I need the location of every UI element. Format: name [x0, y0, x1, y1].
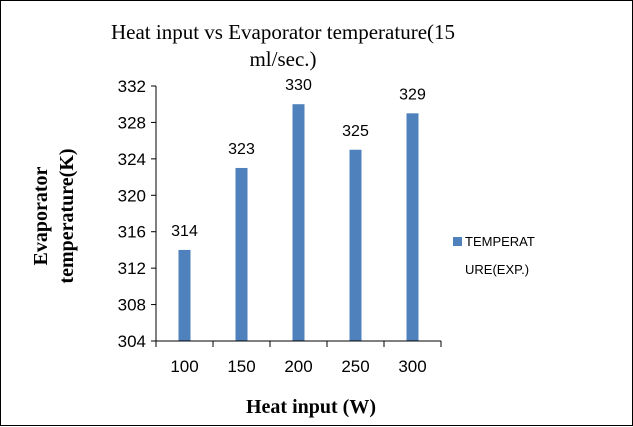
data-label: 323 [228, 141, 255, 158]
y-tick-label: 308 [118, 296, 146, 315]
bar [235, 167, 248, 341]
bar [406, 113, 419, 341]
x-axis-label: Heat input (W) [246, 396, 376, 418]
x-tick-label: 150 [227, 357, 255, 376]
bar [349, 149, 362, 341]
y-tick-label: 328 [118, 113, 146, 132]
data-label: 329 [399, 86, 426, 103]
y-tick-label: 332 [118, 77, 146, 96]
bar [292, 104, 305, 341]
y-tick-label: 324 [118, 150, 146, 169]
x-tick-label: 200 [284, 357, 312, 376]
y-axis-label-line-2: temperature(K) [56, 148, 78, 283]
x-tick-label: 300 [398, 357, 426, 376]
legend-swatch [453, 237, 462, 246]
bar [178, 249, 191, 341]
data-label: 314 [171, 223, 198, 240]
data-label: 325 [342, 123, 369, 140]
y-tick-label: 320 [118, 186, 146, 205]
chart-title-line-2: ml/sec.) [249, 47, 316, 71]
data-label: 330 [285, 77, 312, 94]
y-axis-label-line-1: Evaporator [30, 166, 52, 265]
legend-label-line-2: URE(EXP.) [465, 262, 529, 277]
y-tick-label: 304 [118, 332, 146, 351]
y-tick-label: 316 [118, 223, 146, 242]
x-tick-label: 250 [341, 357, 369, 376]
y-tick-label: 312 [118, 259, 146, 278]
legend-label-line-1: TEMPERAT [465, 234, 535, 249]
x-tick-label: 100 [170, 357, 198, 376]
chart-title-line-1: Heat input vs Evaporator temperature(15 [111, 20, 455, 44]
